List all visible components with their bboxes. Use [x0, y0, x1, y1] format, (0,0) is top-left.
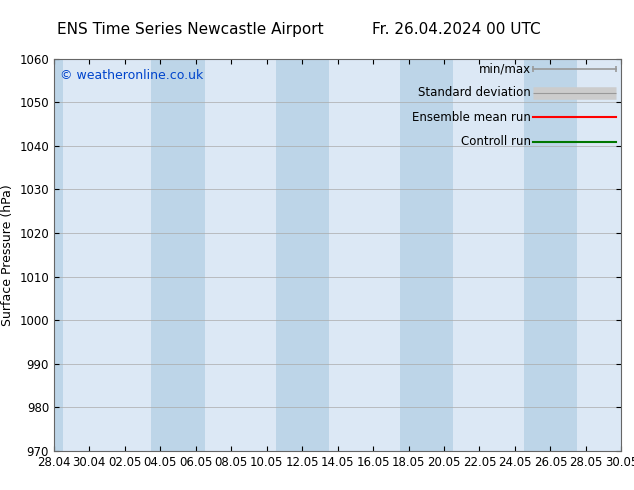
Text: Fr. 26.04.2024 00 UTC: Fr. 26.04.2024 00 UTC	[372, 22, 541, 37]
Text: Controll run: Controll run	[460, 135, 531, 148]
Text: © weatheronline.co.uk: © weatheronline.co.uk	[60, 69, 203, 82]
Bar	[524, 59, 577, 451]
Text: Ensemble mean run: Ensemble mean run	[411, 111, 531, 123]
Bar	[152, 59, 205, 451]
Text: min/max: min/max	[479, 62, 531, 75]
Y-axis label: Surface Pressure (hPa): Surface Pressure (hPa)	[1, 184, 14, 326]
Bar	[399, 59, 453, 451]
Bar	[276, 59, 329, 451]
Bar	[10, 59, 63, 451]
Text: ENS Time Series Newcastle Airport: ENS Time Series Newcastle Airport	[57, 22, 323, 37]
Text: Standard deviation: Standard deviation	[418, 86, 531, 99]
